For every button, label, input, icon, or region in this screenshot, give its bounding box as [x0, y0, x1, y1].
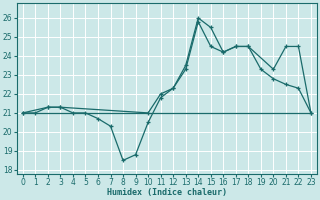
X-axis label: Humidex (Indice chaleur): Humidex (Indice chaleur) — [107, 188, 227, 197]
